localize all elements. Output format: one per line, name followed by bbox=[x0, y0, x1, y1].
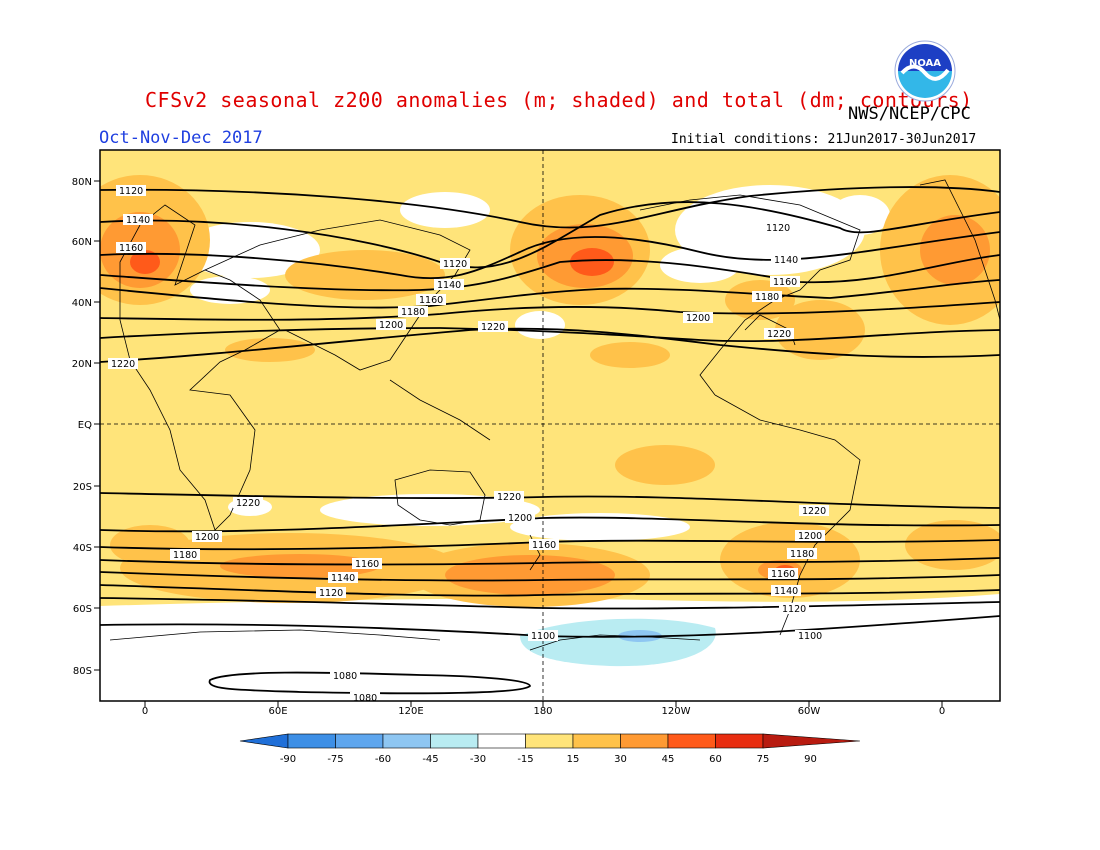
colorbar-label: 75 bbox=[757, 754, 770, 765]
noaa-logo-text: NOAA bbox=[909, 58, 941, 69]
lat-label: 20S bbox=[73, 482, 92, 493]
contour-label: 1220 bbox=[111, 359, 135, 370]
colorbar-label: 90 bbox=[804, 754, 817, 765]
contour-label: 1180 bbox=[173, 550, 197, 561]
contour-label: 1200 bbox=[379, 320, 403, 331]
colorbar-swatch bbox=[620, 733, 669, 749]
contour-label: 1140 bbox=[126, 215, 150, 226]
contour-label: 1140 bbox=[774, 255, 798, 266]
lon-label: 120W bbox=[662, 706, 691, 717]
lon-label: 0 bbox=[142, 706, 148, 717]
colorbar-label: -15 bbox=[517, 754, 533, 765]
contour-label: 1140 bbox=[437, 280, 461, 291]
colorbar: -90 -75 -60 -45 -30 -15 15 30 45 60 75 90 bbox=[239, 733, 861, 765]
contour-label: 1220 bbox=[236, 498, 260, 509]
contour-label: 1160 bbox=[119, 243, 143, 254]
contour-label: 1160 bbox=[355, 559, 379, 570]
map-frame bbox=[99, 149, 1001, 702]
colorbar-arrow-left bbox=[239, 733, 289, 749]
contour-label: 1200 bbox=[195, 532, 219, 543]
negative-anomaly-pacific bbox=[520, 618, 716, 667]
colorbar-swatch bbox=[572, 733, 621, 749]
colorbar-swatch bbox=[335, 733, 384, 749]
lon-label: 60E bbox=[268, 706, 287, 717]
agency-label: NWS/NCEP/CPC bbox=[848, 104, 971, 124]
lat-label: 60S bbox=[73, 604, 92, 615]
contour-label: 1120 bbox=[443, 259, 467, 270]
colorbar-label: -75 bbox=[327, 754, 343, 765]
contour-label: 1080 bbox=[353, 693, 377, 704]
contour-label: 1220 bbox=[767, 329, 791, 340]
lon-label: 120E bbox=[398, 706, 423, 717]
map-plot-area: 1120 1140 1160 1120 1140 1160 1180 1200 … bbox=[100, 150, 1000, 704]
lat-label: 80N bbox=[72, 177, 92, 188]
contour-label: 1120 bbox=[766, 223, 790, 234]
lat-label: 80S bbox=[73, 666, 92, 677]
contour-label: 1180 bbox=[755, 292, 779, 303]
contour-labels: 1120 1140 1160 1120 1140 1160 1180 1200 … bbox=[108, 185, 829, 704]
colorbar-swatch bbox=[667, 733, 716, 749]
lon-label: 60W bbox=[798, 706, 821, 717]
contour-label: 1140 bbox=[774, 586, 798, 597]
colorbar-swatch bbox=[382, 733, 431, 749]
season-label: Oct-Nov-Dec 2017 bbox=[99, 128, 263, 148]
colorbar-swatch bbox=[477, 733, 526, 749]
contour-label: 1200 bbox=[798, 531, 822, 542]
lat-axis: 80N 60N 40N 20N EQ 20S 40S 60S 80S bbox=[72, 177, 100, 677]
initial-conditions-label: Initial conditions: 21Jun2017-30Jun2017 bbox=[671, 132, 977, 147]
contour-label: 1120 bbox=[119, 186, 143, 197]
contour-label: 1100 bbox=[798, 631, 822, 642]
colorbar-arrow-right bbox=[762, 733, 861, 749]
contour-label: 1160 bbox=[773, 277, 797, 288]
colorbar-swatch bbox=[287, 733, 336, 749]
colorbar-label: 15 bbox=[567, 754, 580, 765]
contour-label: 1180 bbox=[401, 307, 425, 318]
colorbar-label: -45 bbox=[422, 754, 438, 765]
contour-label: 1180 bbox=[790, 549, 814, 560]
noaa-logo-icon: NOAA bbox=[894, 40, 956, 102]
contour-label: 1200 bbox=[686, 313, 710, 324]
colorbar-label: 60 bbox=[709, 754, 722, 765]
colorbar-swatch bbox=[430, 733, 479, 749]
lon-label: 180 bbox=[533, 706, 552, 717]
contour-label: 1220 bbox=[497, 492, 521, 503]
lat-label: EQ bbox=[78, 420, 92, 431]
colorbar-label: -60 bbox=[375, 754, 391, 765]
contour-label: 1160 bbox=[419, 295, 443, 306]
lat-label: 40N bbox=[72, 298, 92, 309]
map-title: CFSv2 seasonal z200 anomalies (m; shaded… bbox=[145, 88, 973, 112]
contour-label: 1100 bbox=[531, 631, 555, 642]
contour-label: 1120 bbox=[782, 604, 806, 615]
lat-label: 40S bbox=[73, 543, 92, 554]
contour-label: 1120 bbox=[319, 588, 343, 599]
lon-label: 0 bbox=[939, 706, 945, 717]
colorbar-label: 30 bbox=[614, 754, 627, 765]
contour-label: 1160 bbox=[532, 540, 556, 551]
contour-label: 1200 bbox=[508, 513, 532, 524]
contour-label: 1080 bbox=[333, 671, 357, 682]
colorbar-swatch bbox=[715, 733, 764, 749]
lat-label: 60N bbox=[72, 237, 92, 248]
contour-label: 1140 bbox=[331, 573, 355, 584]
contour-label: 1220 bbox=[802, 506, 826, 517]
colorbar-label: -30 bbox=[470, 754, 486, 765]
lat-label: 20N bbox=[72, 359, 92, 370]
colorbar-swatch bbox=[525, 733, 574, 749]
lon-axis: 0 60E 120E 180 120W 60W 0 bbox=[142, 701, 945, 717]
contour-label: 1160 bbox=[771, 569, 795, 580]
colorbar-label: -90 bbox=[280, 754, 296, 765]
colorbar-label: 45 bbox=[662, 754, 675, 765]
contour-label: 1220 bbox=[481, 322, 505, 333]
